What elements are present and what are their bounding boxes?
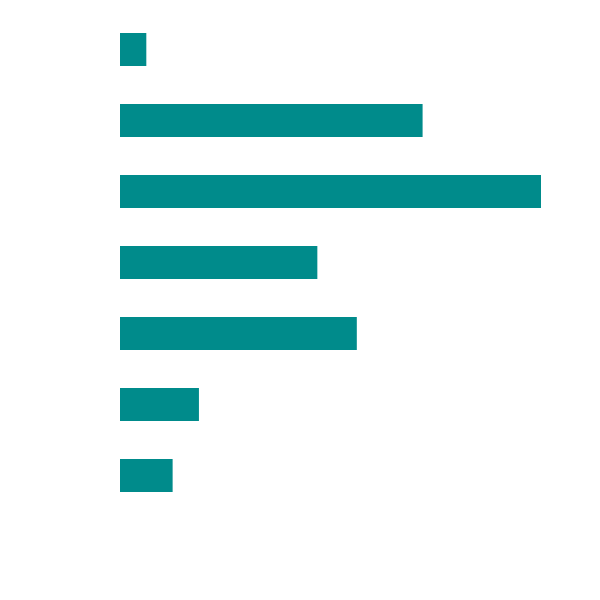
bar xyxy=(120,246,318,279)
bar xyxy=(120,388,199,421)
bar xyxy=(120,104,423,137)
bar xyxy=(120,33,147,66)
bar xyxy=(120,317,357,350)
bar xyxy=(120,175,541,208)
bar xyxy=(120,459,173,492)
